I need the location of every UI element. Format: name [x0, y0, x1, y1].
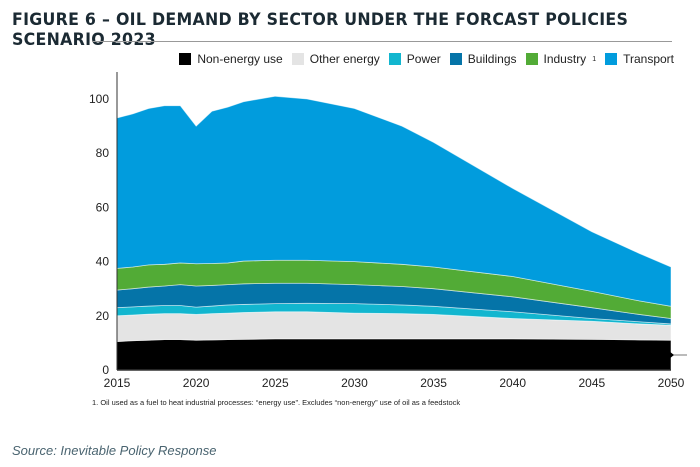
y-tick-label: 80: [96, 146, 110, 160]
legend-label: Other energy: [309, 52, 380, 66]
x-tick-label: 2020: [183, 376, 210, 390]
legend-item: Other energy: [291, 52, 380, 66]
y-tick-label: 20: [96, 309, 110, 323]
y-tick-label: 60: [96, 200, 110, 214]
source-note: Source: Inevitable Policy Response: [12, 443, 217, 458]
y-tick-label: 0: [102, 363, 109, 377]
area-transport: [116, 95, 672, 307]
legend: Non-energy use Other energy Power Buildings…: [179, 52, 674, 66]
title-divider: [92, 41, 672, 42]
legend-superscript: 1: [592, 55, 597, 63]
x-tick-label: 2040: [499, 376, 526, 390]
legend-item: Power: [388, 52, 441, 66]
area-non-energy-use: [116, 338, 672, 371]
end-marker-arrow: [669, 351, 674, 359]
legend-label: Buildings: [467, 52, 517, 66]
legend-swatch: [291, 53, 304, 65]
legend-item: Transport: [605, 52, 674, 66]
x-tick-label: 2045: [579, 376, 606, 390]
legend-swatch: [525, 53, 538, 65]
legend-item: Industry 1: [525, 52, 597, 66]
x-tick-label: 2025: [262, 376, 289, 390]
legend-label: Industry: [543, 52, 587, 66]
legend-label: Power: [406, 52, 441, 66]
legend-swatch: [179, 53, 192, 65]
x-tick-label: 2030: [341, 376, 368, 390]
legend-swatch: [449, 53, 462, 65]
x-tick-label: 2035: [420, 376, 447, 390]
legend-label: Non-energy use: [197, 52, 283, 66]
legend-item: Buildings: [449, 52, 517, 66]
y-tick-label: 100: [89, 92, 109, 106]
legend-swatch: [605, 53, 618, 65]
x-tick-label: 2050: [658, 376, 685, 390]
figure-title: FIGURE 6 – OIL DEMAND BY SECTOR UNDER TH…: [12, 10, 629, 50]
legend-item: Non-energy use: [179, 52, 283, 66]
y-tick-label: 40: [96, 255, 110, 269]
footnote: 1. Oil used as a fuel to heat industrial…: [92, 398, 461, 407]
x-tick-label: 2015: [104, 376, 131, 390]
legend-label: Transport: [623, 52, 674, 66]
legend-swatch: [388, 53, 401, 65]
